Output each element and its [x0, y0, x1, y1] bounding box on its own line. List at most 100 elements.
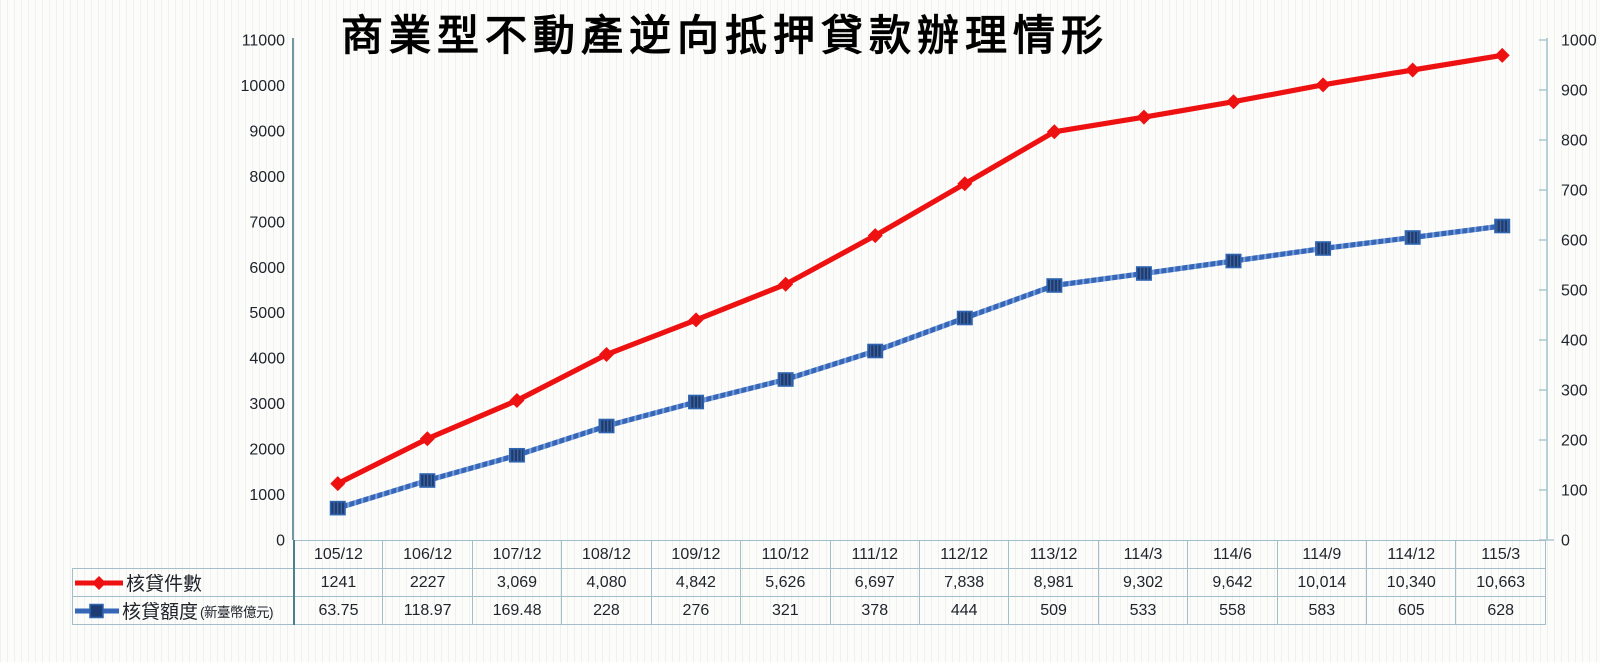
left-axis-tick-label: 5000: [249, 305, 285, 322]
amount-series-square-marker: [777, 372, 794, 387]
value-cell-amount: 63.75: [292, 596, 384, 625]
category-header-cell: 108/12: [561, 540, 652, 569]
chart-data-table: 105/12 106/12 107/12 108/12 109/12 110/12 111/…: [72, 540, 1546, 625]
count-series-diamond-marker: [957, 176, 973, 192]
legend-item-count: 核貸件數: [72, 568, 294, 597]
right-axis-tick-label: 500: [1561, 283, 1588, 300]
value-cell-amount: 583: [1276, 596, 1368, 625]
left-axis-tick-label: 6000: [249, 260, 285, 277]
count-series-diamond-marker: [1315, 77, 1331, 93]
left-axis-tick-label: 9000: [249, 123, 285, 140]
amount-series-square-marker: [688, 394, 705, 410]
count-series-diamond-marker: [509, 393, 525, 408]
right-axis-tick-label: 200: [1561, 433, 1588, 450]
value-cell-amount: 509: [1008, 596, 1099, 625]
category-header-cell: 114/9: [1276, 540, 1368, 569]
amount-series-square-marker: [867, 343, 884, 359]
legend-item-amount: 核貸額度 (新臺幣億元): [72, 596, 294, 625]
category-header-cell: 110/12: [740, 540, 831, 569]
legend-label: 核貸件數: [126, 574, 203, 595]
value-cell-count: 4,080: [561, 568, 652, 597]
value-cell-amount: 605: [1366, 596, 1457, 625]
right-axis-tick-label: 600: [1561, 233, 1588, 250]
amount-series-square-marker: [1404, 230, 1421, 245]
value-cell-count: 4,842: [650, 568, 742, 597]
count-series-diamond-marker: [688, 312, 704, 328]
amount-series-square-marker: [419, 473, 436, 488]
value-cell-amount: 169.48: [471, 596, 563, 625]
value-cell-amount: 628: [1455, 596, 1546, 625]
category-header-cell: 105/12: [292, 540, 384, 569]
right-axis-tick-label: 100: [1561, 483, 1588, 500]
value-cell-amount: 558: [1187, 596, 1278, 625]
left-axis-tick-label: 4000: [249, 351, 285, 368]
value-cell-amount: 276: [650, 596, 742, 625]
right-axis-tick-label: 800: [1561, 133, 1588, 150]
value-cell-count: 10,663: [1455, 568, 1546, 597]
value-cell-amount: 378: [829, 596, 920, 625]
count-legend-swatch: [75, 575, 123, 590]
category-header-cell: 115/3: [1455, 540, 1546, 569]
value-cell-count: 7,838: [918, 568, 1010, 597]
left-axis-tick-label: 8000: [249, 169, 285, 186]
left-axis-tick-label: 11000: [242, 33, 285, 50]
legend-label-paren: (新臺幣億元): [200, 604, 274, 620]
right-axis-tick-label: 300: [1561, 383, 1588, 400]
count-series-diamond-marker: [330, 476, 346, 492]
amount-series-square-marker: [329, 500, 346, 516]
amount-series-square-marker: [1225, 253, 1242, 269]
category-header-cell: 106/12: [382, 540, 473, 569]
value-cell-count: 3,069: [471, 568, 563, 597]
value-cell-amount: 321: [740, 596, 831, 625]
value-cell-count: 5,626: [740, 568, 831, 597]
value-cell-amount: 118.97: [382, 596, 473, 625]
category-header-cell: 113/12: [1008, 540, 1099, 569]
left-axis-tick-label: 0: [276, 533, 285, 550]
series-line-count: [336, 52, 1503, 486]
category-header-cell: 114/6: [1187, 540, 1278, 569]
amount-series-square-marker: [1494, 218, 1511, 234]
category-header-cell: 114/3: [1097, 540, 1189, 569]
value-cell-amount: 533: [1097, 596, 1189, 625]
amount-series-square-marker: [956, 310, 973, 326]
value-cell-amount: 444: [918, 596, 1010, 625]
right-axis-tick-label: 0: [1561, 533, 1570, 550]
right-axis-tick-label: 700: [1561, 183, 1588, 200]
count-series-diamond-marker: [1136, 109, 1152, 125]
table-legend-spacer: [73, 541, 294, 569]
value-cell-count: 10,340: [1366, 568, 1457, 597]
count-series-diamond-marker: [1226, 94, 1241, 110]
count-series-diamond-marker: [1405, 62, 1421, 78]
category-header-cell: 114/12: [1366, 540, 1457, 569]
value-cell-count: 2227: [382, 568, 473, 597]
right-axis-tick-label: 900: [1561, 83, 1588, 100]
value-cell-count: 1241: [292, 568, 384, 597]
count-series-diamond-marker: [599, 347, 614, 363]
amount-legend-swatch: [75, 603, 119, 618]
value-cell-count: 9,642: [1187, 568, 1278, 597]
left-axis-tick-label: 2000: [249, 442, 285, 459]
value-cell-amount: 228: [561, 596, 652, 625]
left-axis-tick-label: 10000: [241, 78, 286, 95]
amount-series-square-marker: [598, 418, 615, 434]
count-series-diamond-marker: [1494, 47, 1510, 63]
left-axis-tick-label: 7000: [249, 214, 285, 231]
category-header-cell: 112/12: [918, 540, 1010, 569]
count-series-diamond-marker: [1046, 124, 1062, 140]
category-header-cell: 111/12: [829, 540, 920, 569]
left-axis-tick-label: 1000: [249, 487, 285, 504]
value-cell-count: 9,302: [1097, 568, 1189, 597]
series-line-amount: [337, 223, 1503, 511]
value-cell-count: 10,014: [1276, 568, 1368, 597]
right-axis-tick-label: 400: [1561, 333, 1588, 350]
category-header-cell: 107/12: [471, 540, 563, 569]
amount-series-square-marker: [1135, 266, 1152, 281]
category-header-cell: 109/12: [650, 540, 742, 569]
chart-title: 商業型不動產逆向抵押貸款辦理情形: [341, 14, 1110, 60]
count-series-diamond-marker: [419, 431, 435, 447]
left-axis-tick-label: 3000: [249, 396, 285, 413]
value-cell-count: 8,981: [1008, 568, 1099, 597]
amount-series-square-marker: [508, 447, 525, 463]
